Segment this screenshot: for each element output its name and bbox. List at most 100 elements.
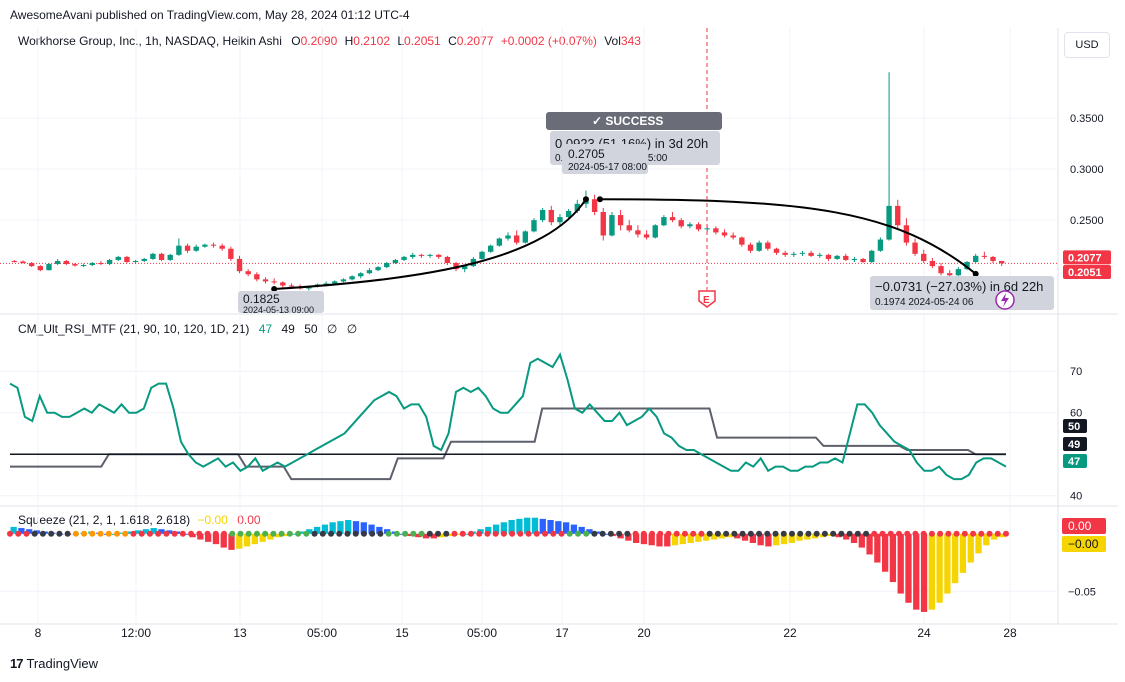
squeeze-dot [138,530,145,537]
price-scale-tag [1063,264,1111,279]
candle-body [617,215,624,226]
candle-body [384,263,390,268]
squeeze-dot [566,530,573,537]
open-key: O [291,34,301,48]
squeeze-bar [275,533,282,538]
squeeze-dot [253,530,260,537]
squeeze-bar [757,533,764,546]
squeeze-dot [764,530,771,537]
squeeze-bar [858,533,865,548]
squeeze-bar [726,533,733,538]
candle-body [89,263,95,266]
candle-body [245,271,251,275]
squeeze-scale-tag-text: −0.00 [1068,537,1099,551]
candle-body [28,263,35,267]
squeeze-bar [345,520,352,534]
price-scale-tag-text: 0.2051 [1068,267,1102,279]
squeeze-dot [665,530,672,537]
low-price-label [238,291,324,313]
squeeze-dot [369,530,376,537]
squeeze-dot [204,530,211,537]
squeeze-bar [679,533,686,545]
candle-body [843,255,849,260]
time-tick-label: 05:00 [467,626,497,640]
low-price-label-text: 0.1825 [243,292,280,306]
squeeze-bar [205,533,212,542]
change-value: +0.0002 (+0.07%) [500,34,597,48]
squeeze-dot [435,530,442,537]
squeeze-dot [360,530,367,537]
squeeze-dot [476,530,483,537]
squeeze-bar [135,530,142,534]
squeeze-bar [983,533,990,546]
squeeze-dot [879,530,886,537]
squeeze-bar [835,533,842,538]
candle-body [54,260,61,265]
symbol-title[interactable]: Workhorse Group, Inc., 1h, NASDAQ, Heiki… [18,34,282,48]
squeeze-dot [278,530,285,537]
candle-body [799,252,806,254]
candle-body [80,265,87,267]
candle-body [193,246,199,251]
squeeze-bar [625,533,632,541]
squeeze-bar [741,533,749,541]
candle-body [358,273,364,277]
squeeze-dot [286,530,293,537]
candle-body [955,269,962,276]
candle-body [921,253,927,261]
squeeze-dot [994,530,1001,537]
squeeze-bar [142,529,150,534]
squeeze-bar [492,524,500,534]
squeeze-dot [196,530,203,537]
squeeze-bar [695,533,702,542]
squeeze-bar [313,526,321,534]
currency-button[interactable]: USD [1064,32,1110,58]
candle-body [366,270,373,274]
squeeze-bar [368,524,375,534]
candle-body [150,253,156,259]
squeeze-dot [698,530,705,537]
squeeze-bar [446,533,453,537]
squeeze-bar [850,533,858,543]
candle-body [557,217,563,223]
squeeze-bar [594,531,601,534]
candle-body [652,225,658,238]
price-tick-label: 0.3000 [1070,164,1104,176]
squeeze-dot [155,530,162,537]
candle-body [254,274,260,280]
rsi-title[interactable]: CM_Ult_RSI_MTF (21, 90, 10, 120, 1D, 21) [18,322,250,336]
squeeze-dot [319,530,326,537]
time-tick-label: 22 [783,626,797,640]
squeeze-dot [130,530,137,537]
squeeze-dot [599,530,606,537]
squeeze-dot [517,530,524,537]
squeeze-dot [56,530,63,537]
tradingview-logo[interactable]: 17 TradingView [10,656,98,671]
squeeze-dot [97,530,104,537]
squeeze-bar [127,531,134,534]
squeeze-bar [298,531,305,534]
volume-key: Vol [604,34,621,48]
squeeze-dot [945,530,952,537]
candle-body [20,261,26,264]
squeeze-bar [640,533,648,545]
candle-body [210,244,217,246]
rsi-pane [9,352,1007,481]
candle-body [782,252,788,255]
squeeze-dot [805,530,812,537]
squeeze-dot [402,530,409,537]
squeeze-title[interactable]: Squeeze (21, 2, 1, 1.618, 2.618) [18,513,191,527]
squeeze-bar [936,533,943,603]
candle-body [505,235,511,239]
squeeze-bar [539,518,546,534]
low-price-label-sub: 2024-05-13 09:00 [243,305,314,315]
candle-body [288,285,295,287]
published-caption: AwesomeAvani published on TradingView.co… [10,8,410,22]
candle-body [37,266,43,271]
squeeze-dot [229,530,236,537]
squeeze-dot [846,530,853,537]
squeeze-bar [866,533,873,555]
projection-point [972,270,979,277]
